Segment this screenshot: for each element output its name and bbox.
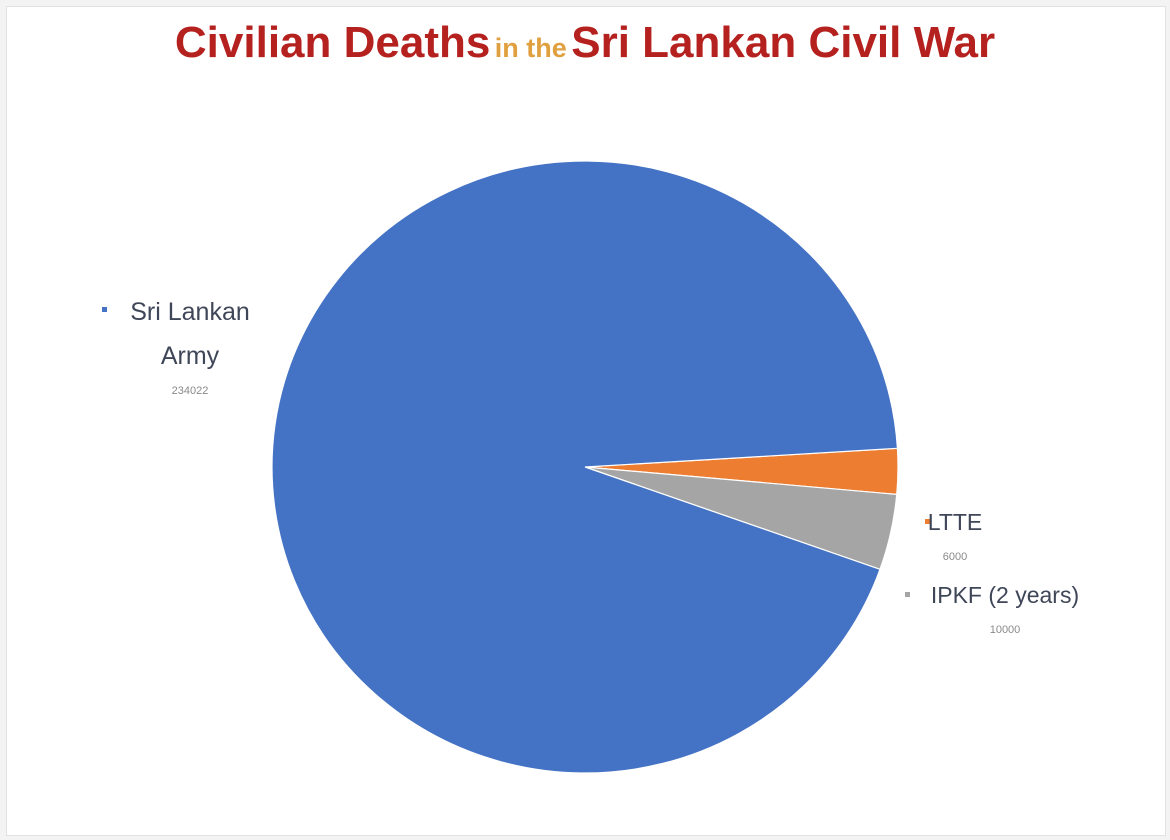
slice-label-ltte: LTTE 6000 (925, 509, 982, 563)
pie-labels: Sri Lankan Army 234022 LTTE 6000 IPKF (2 year… (102, 298, 1079, 636)
pie-slices (271, 160, 899, 774)
slice-category-label: LTTE (928, 509, 983, 535)
slice-value-label: 234022 (172, 385, 209, 397)
slice-category-label: Army (161, 342, 220, 370)
slice-value-label: 6000 (943, 551, 967, 563)
slice-category-label: Sri Lankan (130, 298, 250, 326)
legend-marker (925, 519, 930, 524)
title-part-subject: Sri Lankan Civil War (571, 18, 996, 67)
slice-label-ipkf-2-years: IPKF (2 years) 10000 (905, 582, 1079, 636)
chart-title: Civilian Deaths in the Sri Lankan Civil … (0, 18, 1170, 68)
slice-label-sri-lankan-army: Sri Lankan Army 234022 (102, 298, 250, 397)
legend-marker (102, 307, 107, 312)
slice-value-label: 10000 (990, 624, 1021, 636)
title-part-main: Civilian Deaths (174, 18, 491, 67)
slice-category-label: IPKF (2 years) (931, 582, 1079, 608)
title-part-connector: in the (494, 33, 567, 63)
pie-slice-sri-lankan-army (271, 160, 899, 774)
legend-marker (905, 592, 910, 597)
